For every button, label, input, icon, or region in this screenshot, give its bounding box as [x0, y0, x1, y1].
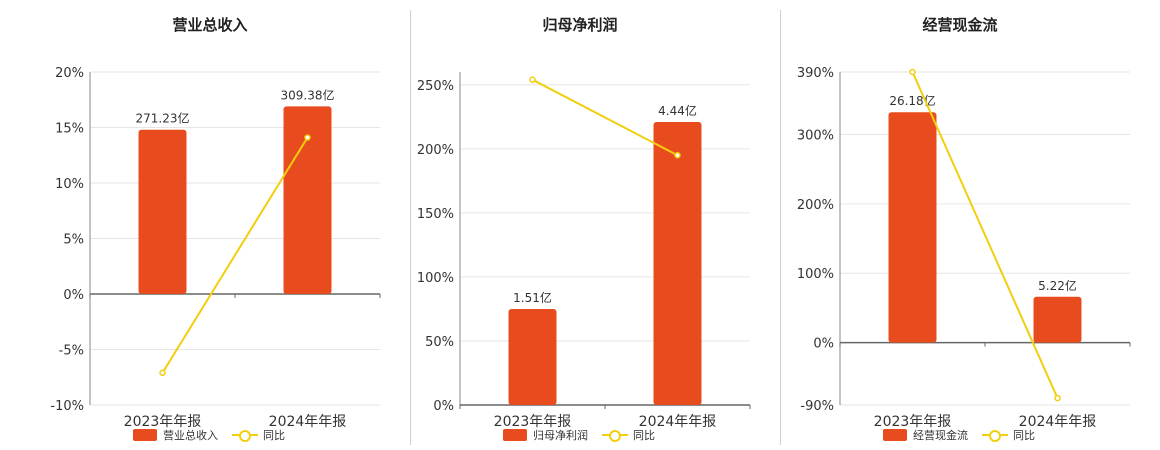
- bar-data-label: 271.23亿: [136, 111, 190, 126]
- y-tick-label: 100%: [797, 267, 834, 282]
- y-tick-label: 150%: [417, 207, 454, 222]
- bar: [1033, 296, 1082, 343]
- chart-title: 经营现金流: [922, 16, 998, 34]
- y-tick-label: -5%: [59, 344, 84, 359]
- bar: [283, 106, 332, 294]
- y-tick-label: 0%: [813, 337, 834, 352]
- yoy-point: [529, 76, 536, 83]
- y-tick-label: 5%: [63, 233, 84, 248]
- bar-data-label: 1.51亿: [513, 290, 552, 305]
- x-tick-label: 2024年年报: [1019, 414, 1097, 430]
- x-tick-label: 2023年年报: [874, 414, 952, 430]
- y-tick-label: 200%: [797, 198, 834, 213]
- y-tick-label: 300%: [797, 128, 834, 143]
- chart-legend: 营业总收入 同比: [133, 427, 285, 443]
- y-tick-label: 20%: [55, 66, 84, 81]
- y-tick-label: 15%: [55, 122, 84, 137]
- y-tick-label: 50%: [425, 335, 454, 350]
- yoy-line: [911, 71, 1059, 399]
- bar-legend-swatch: [133, 429, 157, 441]
- bar-data-label: 26.18亿: [889, 93, 935, 108]
- panel-divider: [410, 10, 411, 445]
- cashflow-chart: -90% 0% 100% 200% 300% 390% 26.18亿 5.22亿 2023年年报…: [797, 66, 1131, 430]
- yoy-point: [159, 369, 166, 377]
- y-tick-label: 100%: [417, 271, 454, 286]
- line-legend-label: 同比: [633, 429, 655, 442]
- bar: [653, 121, 702, 405]
- y-tick-label: -10%: [50, 399, 84, 414]
- revenue-chart: -10% -5% 0% 5% 10% 15% 20% 271.23亿 309.38亿 2023年年…: [50, 66, 381, 430]
- y-tick-label: 250%: [417, 79, 454, 94]
- x-tick-label: 2023年年报: [124, 414, 202, 430]
- revenue-chart-panel: 营业总收入 -10% -5% 0% 5% 10% 15% 20% 271.23亿 309.38亿…: [0, 0, 400, 450]
- chart-title: 营业总收入: [172, 16, 248, 34]
- yoy-point: [1054, 394, 1061, 402]
- y-tick-label: 0%: [63, 288, 84, 303]
- line-legend-marker-icon: [232, 429, 258, 442]
- chart-title: 归母净利润: [542, 16, 618, 34]
- yoy-point: [909, 68, 916, 76]
- bar: [888, 112, 937, 343]
- line-legend-marker-icon: [982, 429, 1008, 442]
- bar-legend-swatch: [503, 429, 527, 441]
- y-tick-label: 10%: [55, 177, 84, 192]
- bar-legend-label: 营业总收入: [163, 429, 218, 442]
- panel-divider: [780, 10, 781, 445]
- bar: [138, 129, 187, 294]
- bar-legend-label: 经营现金流: [913, 429, 968, 442]
- x-tick-label: 2024年年报: [639, 414, 717, 430]
- line-legend-label: 同比: [263, 429, 285, 442]
- y-tick-label: 390%: [797, 66, 834, 81]
- y-tick-label: 200%: [417, 143, 454, 158]
- bar-legend-swatch: [883, 429, 907, 441]
- x-tick-label: 2023年年报: [494, 414, 572, 430]
- chart-legend: 经营现金流 同比: [883, 427, 1035, 443]
- yoy-point: [304, 134, 311, 141]
- bar-data-label: 4.44亿: [658, 103, 697, 118]
- chart-legend: 归母净利润 同比: [503, 427, 655, 443]
- yoy-line: [532, 78, 678, 157]
- net-profit-chart-panel: 归母净利润 0% 50% 100% 150% 200% 250% 1.51亿 4.44亿 202…: [370, 0, 770, 450]
- yoy-line: [161, 136, 309, 374]
- bar-data-label: 309.38亿: [281, 87, 335, 102]
- cashflow-chart-panel: 经营现金流 -90% 0% 100% 200% 300% 390% 26.18亿 5.22亿 2…: [750, 0, 1150, 450]
- bar: [508, 308, 557, 405]
- x-tick-label: 2024年年报: [269, 414, 347, 430]
- yoy-point: [674, 152, 681, 159]
- bar-legend-label: 归母净利润: [533, 429, 588, 442]
- y-tick-label: 0%: [433, 399, 454, 414]
- net-profit-chart: 0% 50% 100% 150% 200% 250% 1.51亿 4.44亿 2023年年报 20…: [417, 72, 751, 430]
- bar-data-label: 5.22亿: [1038, 278, 1077, 293]
- y-tick-label: -90%: [800, 399, 834, 414]
- line-legend-marker-icon: [602, 429, 628, 442]
- line-legend-label: 同比: [1013, 429, 1035, 442]
